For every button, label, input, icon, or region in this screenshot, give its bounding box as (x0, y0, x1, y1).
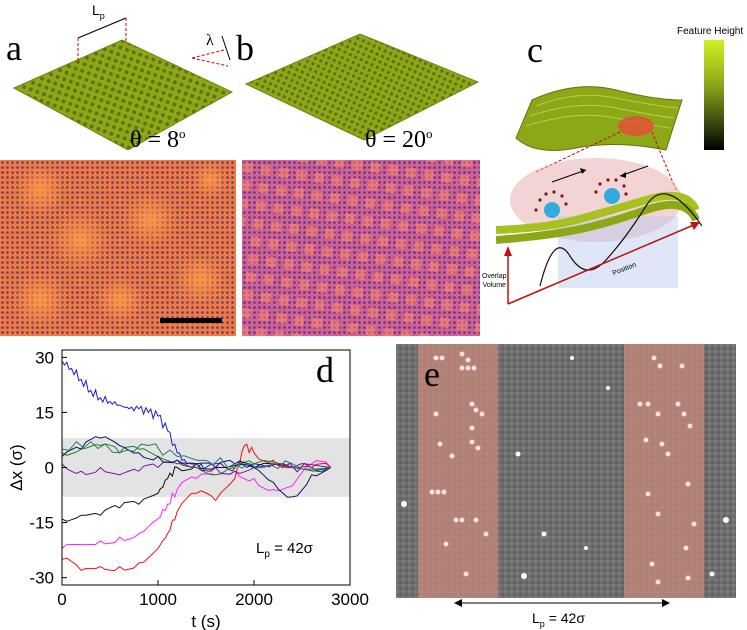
y-tick-label: 0 (45, 459, 54, 478)
series-line-teal (61, 440, 331, 470)
panel-b-micrograph (242, 160, 480, 336)
panel-a-surface (12, 17, 234, 150)
panel-e-micrograph (396, 344, 736, 598)
x-tick-label: 3000 (331, 590, 369, 609)
panel-e-scale-label: Lp = 42σ (532, 610, 585, 629)
panel-c-label: c (527, 30, 543, 70)
panel-c-schematic (496, 86, 702, 305)
lambda-annotation: λ (206, 32, 214, 49)
series-line-blue (61, 360, 331, 473)
y-axis-label: Δx (σ) (7, 444, 26, 490)
colorbar-title: Feature Height (677, 26, 744, 37)
lp-annotation: Lp (92, 2, 105, 21)
panel-a-micrograph (0, 160, 236, 336)
feature-height-colorbar (704, 40, 724, 150)
panel-d-label: d (316, 350, 334, 390)
panel-a-theta: θ = 8o (130, 126, 186, 153)
y-tick-label: 15 (35, 403, 54, 422)
panel-d-lp-note: Lp = 42σ (256, 540, 313, 560)
y-tick-label: -15 (29, 514, 54, 533)
series-line-red (61, 443, 332, 572)
x-tick-label: 1000 (139, 590, 177, 609)
series-line-magenta (61, 460, 332, 549)
y-tick-label: -30 (29, 569, 54, 588)
y-tick-label: 30 (35, 348, 54, 367)
panel-b-surface (244, 33, 480, 141)
panel-e-label: e (424, 354, 440, 394)
axis-overlap-volume: Overlap Volume (482, 273, 507, 289)
panel-b-label: b (236, 28, 254, 68)
panel-e-scale-arrow (454, 599, 670, 607)
x-axis-label: t (s) (191, 612, 220, 630)
x-tick-label: 0 (57, 590, 66, 609)
panel-a-label: a (6, 28, 22, 68)
series-line-navy (61, 436, 332, 498)
panel-b-theta: θ = 20o (365, 126, 433, 153)
x-tick-label: 2000 (235, 590, 273, 609)
